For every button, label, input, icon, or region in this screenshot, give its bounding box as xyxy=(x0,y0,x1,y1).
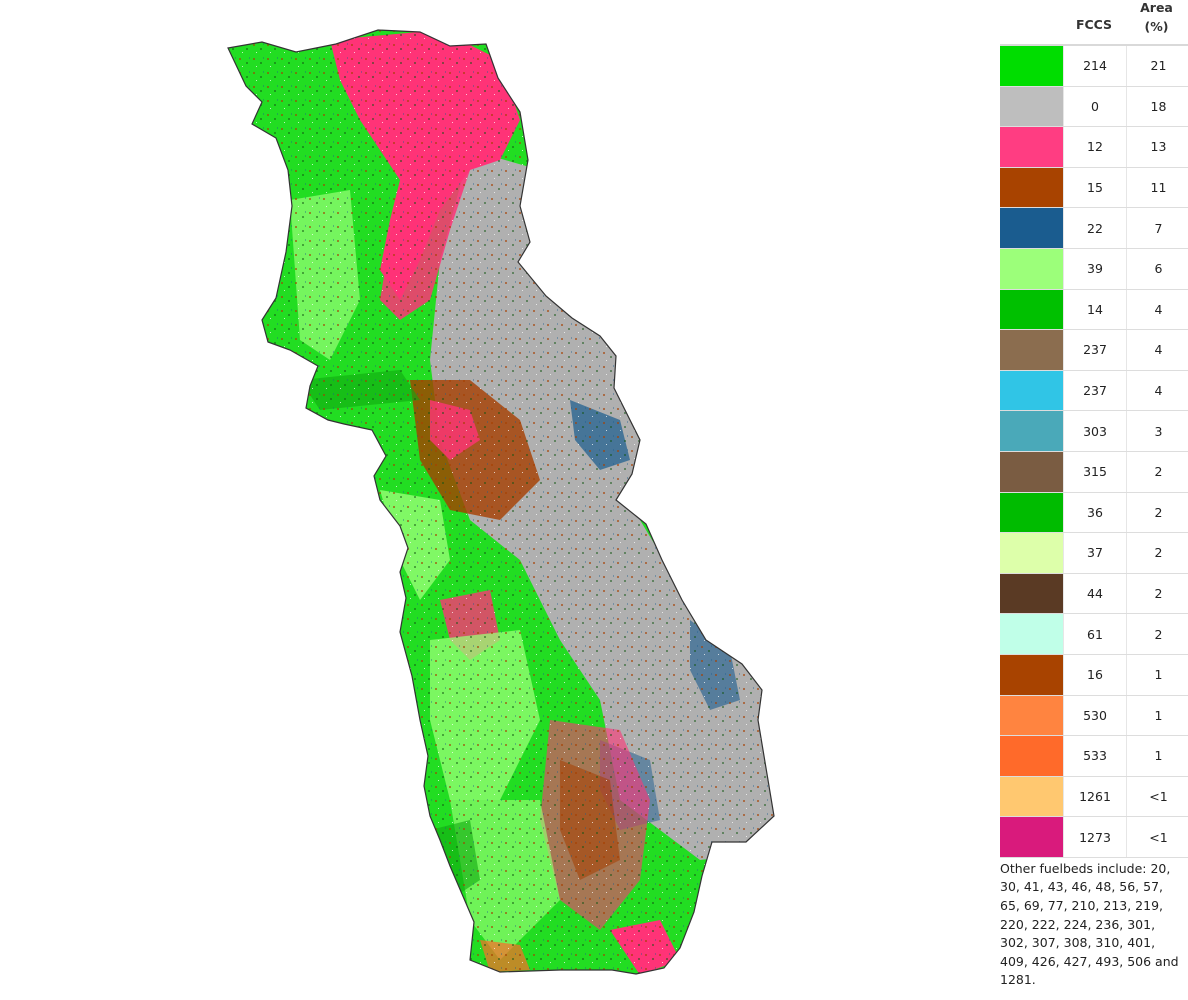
legend-area-value: 21 xyxy=(1126,46,1188,86)
legend-area-value: 2 xyxy=(1126,492,1188,533)
legend-area-value: <1 xyxy=(1126,817,1188,857)
legend-area-value: 6 xyxy=(1126,248,1188,289)
legend-area-value: 2 xyxy=(1126,533,1188,573)
legend-swatch xyxy=(1000,208,1063,248)
legend-fccs-value: 22 xyxy=(1063,208,1126,248)
legend-area-value: 1 xyxy=(1126,736,1188,776)
legend-row: 315 2 xyxy=(1000,451,1188,493)
legend-swatch xyxy=(1000,533,1063,573)
legend-row: 61 2 xyxy=(1000,614,1188,655)
legend-note: Other fuelbeds include: 20, 30, 41, 43, … xyxy=(1000,860,1179,988)
legend-row: 39 6 xyxy=(1000,248,1188,290)
fuelbed-map-svg xyxy=(227,29,775,975)
legend-row: 237 4 xyxy=(1000,370,1188,412)
legend-swatch xyxy=(1000,451,1063,492)
legend-fccs-value: 1261 xyxy=(1063,776,1126,817)
legend-swatch xyxy=(1000,86,1063,127)
legend-swatch xyxy=(1000,248,1063,289)
legend-row: 37 2 xyxy=(1000,533,1188,574)
legend-row: 15 11 xyxy=(1000,167,1188,209)
legend-fccs-value: 214 xyxy=(1063,46,1126,86)
legend-area-value: 2 xyxy=(1126,573,1188,614)
legend-swatch xyxy=(1000,736,1063,776)
legend-swatch xyxy=(1000,289,1063,330)
legend-area-value: 1 xyxy=(1126,654,1188,695)
legend-fccs-value: 0 xyxy=(1063,86,1126,127)
legend-swatch xyxy=(1000,370,1063,411)
legend-row: 1273 <1 xyxy=(1000,817,1188,858)
legend-row: 14 4 xyxy=(1000,289,1188,331)
legend-fccs-value: 533 xyxy=(1063,736,1126,776)
legend-row: 237 4 xyxy=(1000,330,1188,371)
legend-rows: 214 21 0 18 12 13 15 11 22 7 39 6 14 4 237 4 237 4 303 3 315… xyxy=(1000,44,1188,858)
legend-fccs-value: 237 xyxy=(1063,370,1126,411)
legend-row: 44 2 xyxy=(1000,573,1188,615)
legend-fccs-value: 1273 xyxy=(1063,817,1126,857)
legend-area-value: 13 xyxy=(1126,127,1188,167)
legend-row: 0 18 xyxy=(1000,86,1188,128)
legend-row: 1261 <1 xyxy=(1000,776,1188,818)
legend-swatch xyxy=(1000,127,1063,167)
map-region-layers xyxy=(228,30,774,974)
legend-row: 22 7 xyxy=(1000,208,1188,249)
legend-fccs-value: 530 xyxy=(1063,695,1126,736)
legend-swatch xyxy=(1000,167,1063,208)
legend-row: 12 13 xyxy=(1000,127,1188,168)
legend-area-value: 2 xyxy=(1126,451,1188,492)
legend-fccs-value: 44 xyxy=(1063,573,1126,614)
legend-row: 303 3 xyxy=(1000,411,1188,452)
legend-swatch xyxy=(1000,614,1063,654)
map-speckle-overlay xyxy=(228,30,774,974)
map-region-outline xyxy=(227,29,775,975)
legend-fccs-value: 14 xyxy=(1063,289,1126,330)
legend-header-area-line: Area xyxy=(1140,0,1173,15)
legend-header-area-line: (%) xyxy=(1144,19,1169,34)
legend-fccs-value: 36 xyxy=(1063,492,1126,533)
fuelbed-map xyxy=(227,29,775,975)
legend-area-value: 18 xyxy=(1126,86,1188,127)
legend-header-area: Area (%) xyxy=(1125,0,1188,36)
legend: FCCS Area (%) 214 21 0 18 12 13 15 11 22 7 39 6 14 4 23… xyxy=(1000,0,1188,990)
legend-swatch xyxy=(1000,817,1063,857)
legend-fccs-value: 303 xyxy=(1063,411,1126,451)
legend-swatch xyxy=(1000,411,1063,451)
legend-area-value: 11 xyxy=(1126,167,1188,208)
legend-fccs-value: 61 xyxy=(1063,614,1126,654)
legend-swatch xyxy=(1000,654,1063,695)
legend-header: FCCS Area (%) xyxy=(1000,0,1188,44)
legend-area-value: 7 xyxy=(1126,208,1188,248)
legend-row: 36 2 xyxy=(1000,492,1188,534)
legend-area-value: <1 xyxy=(1126,776,1188,817)
legend-area-value: 4 xyxy=(1126,370,1188,411)
legend-fccs-value: 15 xyxy=(1063,167,1126,208)
legend-fccs-value: 237 xyxy=(1063,330,1126,370)
legend-header-fccs: FCCS xyxy=(1075,17,1113,32)
legend-fccs-value: 37 xyxy=(1063,533,1126,573)
legend-swatch xyxy=(1000,330,1063,370)
legend-swatch xyxy=(1000,46,1063,86)
legend-fccs-value: 12 xyxy=(1063,127,1126,167)
legend-area-value: 4 xyxy=(1126,289,1188,330)
legend-swatch xyxy=(1000,573,1063,614)
legend-area-value: 1 xyxy=(1126,695,1188,736)
legend-fccs-value: 315 xyxy=(1063,451,1126,492)
legend-swatch xyxy=(1000,776,1063,817)
legend-area-value: 3 xyxy=(1126,411,1188,451)
legend-fccs-value: 16 xyxy=(1063,654,1126,695)
legend-swatch xyxy=(1000,695,1063,736)
legend-row: 16 1 xyxy=(1000,654,1188,696)
legend-row: 530 1 xyxy=(1000,695,1188,737)
legend-swatch xyxy=(1000,492,1063,533)
legend-fccs-value: 39 xyxy=(1063,248,1126,289)
legend-area-value: 2 xyxy=(1126,614,1188,654)
legend-area-value: 4 xyxy=(1126,330,1188,370)
legend-row: 214 21 xyxy=(1000,46,1188,87)
legend-row: 533 1 xyxy=(1000,736,1188,777)
